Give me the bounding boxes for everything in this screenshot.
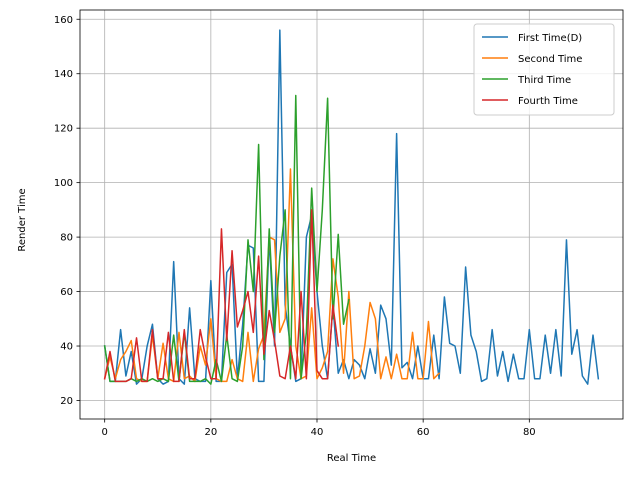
x-tick-label: 0 [101,427,107,438]
x-tick-label: 20 [204,427,217,438]
legend-label-2: Second Time [518,54,582,65]
x-axis-ticks: 0 20 40 60 80 [101,419,536,438]
y-tick-label: 140 [54,69,73,80]
legend-label-1: First Time(D) [518,33,582,44]
y-tick-label: 160 [54,15,73,26]
series-line-1 [103,29,600,385]
y-tick-label: 80 [60,233,73,244]
x-tick-label: 80 [523,427,536,438]
y-tick-label: 120 [54,124,73,135]
legend: First Time(D) Second Time Third Time Fourth… [473,23,615,116]
y-tick-label: 40 [60,342,73,353]
y-tick-label: 100 [54,178,73,189]
y-axis-label: Render Time [17,188,28,251]
legend-box [473,23,615,116]
y-tick-label: 60 [60,287,73,298]
series-lines [103,29,600,385]
legend-label-4: Fourth Time [518,96,578,107]
x-axis-label: Real Time [327,453,376,464]
x-tick-label: 60 [417,427,430,438]
grid [80,10,623,419]
legend-label-3: Third Time [517,75,571,86]
y-axis-ticks: 20 40 60 80 100 120 140 160 [54,15,80,407]
series-line-4 [103,209,340,383]
x-tick-label: 40 [311,427,324,438]
series-line-2 [103,168,441,383]
plot-frame [79,9,624,420]
y-tick-label: 20 [60,396,73,407]
